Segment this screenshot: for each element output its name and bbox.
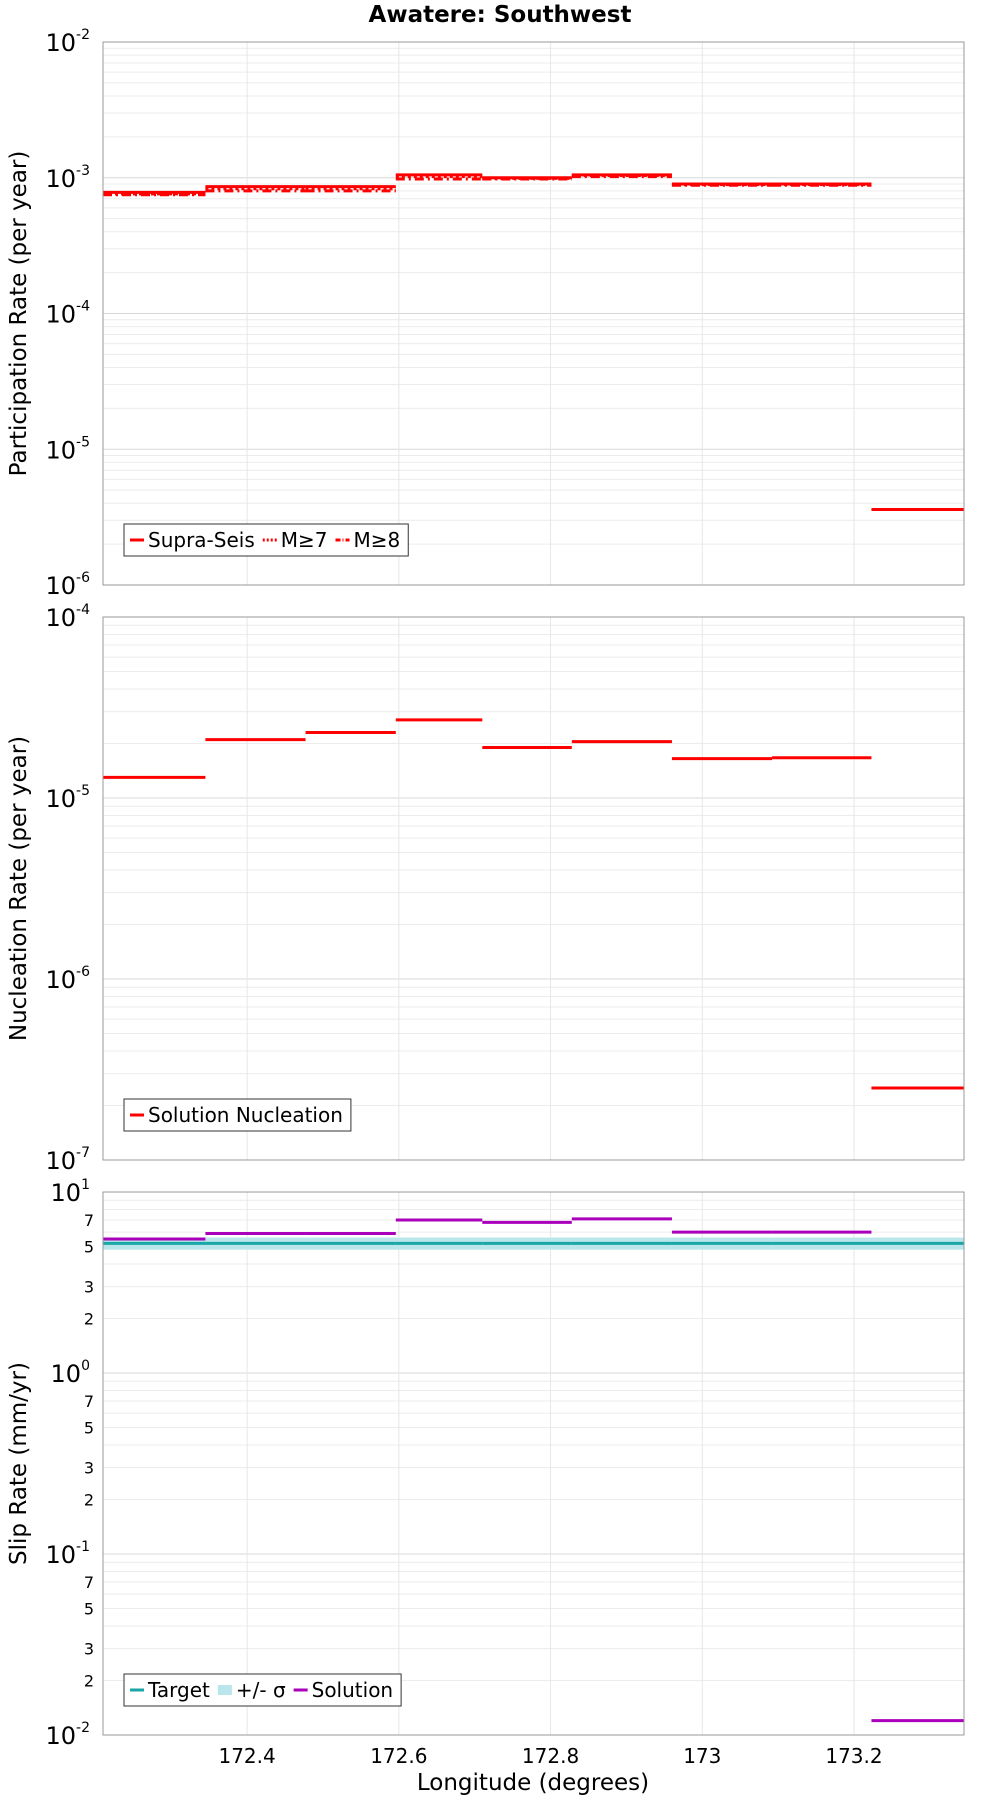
legend-label: +/- σ <box>236 1678 286 1702</box>
y-axis-label: Participation Rate (per year) <box>6 151 32 477</box>
y-axis-label: Nucleation Rate (per year) <box>6 736 32 1041</box>
y-tick-base: 10 <box>45 165 76 193</box>
y-tick-exponent: -2 <box>76 27 90 43</box>
y-minor-tick-label: 3 <box>84 1278 94 1297</box>
y-tick-label: 10-5 <box>45 434 90 464</box>
legend-box <box>123 1098 352 1132</box>
y-tick-base: 10 <box>45 604 76 632</box>
y-minor-tick-label: 2 <box>84 1672 94 1691</box>
y-tick-label: 10-3 <box>45 163 90 193</box>
plot-frame <box>102 41 965 586</box>
y-tick-base: 10 <box>45 785 76 813</box>
y-tick-label: 10-5 <box>45 783 90 813</box>
y-minor-tick-label: 7 <box>84 1392 94 1411</box>
y-tick-label: 100 <box>51 1358 90 1388</box>
y-minor-tick-label: 3 <box>84 1459 94 1478</box>
y-tick-label: 10-7 <box>45 1145 90 1175</box>
y-tick-exponent: -4 <box>76 602 90 618</box>
y-minor-tick-label: 2 <box>84 1310 94 1329</box>
y-tick-base: 10 <box>51 1360 82 1388</box>
y-tick-exponent: -4 <box>76 299 90 315</box>
y-tick-label: 10-6 <box>45 964 90 994</box>
y-tick-label: 10-2 <box>45 1720 90 1750</box>
legend: Solution Nucleation <box>123 1098 352 1132</box>
x-tick-label: 172.8 <box>522 1744 579 1768</box>
x-tick-label: 173.2 <box>825 1744 882 1768</box>
y-tick-label: 10-4 <box>45 602 90 632</box>
y-tick-label: 10-1 <box>45 1539 90 1569</box>
legend-label: Solution Nucleation <box>148 1103 343 1127</box>
y-minor-tick-label: 2 <box>84 1491 94 1510</box>
legend: Target +/- σ Solution <box>123 1673 402 1707</box>
y-tick-base: 10 <box>45 966 76 994</box>
y-axis-label: Slip Rate (mm/yr) <box>6 1362 32 1565</box>
y-tick-exponent: -1 <box>76 1539 90 1555</box>
y-tick-exponent: 1 <box>81 1177 90 1193</box>
y-tick-base: 10 <box>45 572 76 600</box>
y-tick-exponent: -5 <box>76 434 90 450</box>
legend: Supra-Seis M≥7 M≥8 <box>123 523 409 557</box>
y-tick-label: 10-2 <box>45 27 90 57</box>
y-tick-exponent: 0 <box>81 1358 90 1374</box>
y-minor-tick-label: 5 <box>84 1418 94 1437</box>
legend-box <box>123 1673 402 1707</box>
plot-frame <box>102 616 965 1161</box>
chart-title: Awatere: Southwest <box>369 2 632 28</box>
y-tick-base: 10 <box>45 1541 76 1569</box>
legend-label: M≥7 <box>281 528 328 552</box>
legend-label: Supra-Seis <box>148 528 255 552</box>
y-minor-tick-label: 3 <box>84 1640 94 1659</box>
x-axis-label: Longitude (degrees) <box>417 1770 649 1796</box>
y-tick-exponent: -6 <box>76 570 90 586</box>
y-tick-exponent: -5 <box>76 783 90 799</box>
x-tick-label: 173 <box>683 1744 721 1768</box>
plot-frame <box>102 1191 965 1736</box>
y-tick-base: 10 <box>51 1179 82 1207</box>
y-tick-exponent: -3 <box>76 163 90 179</box>
y-tick-base: 10 <box>45 436 76 464</box>
y-tick-label: 101 <box>51 1177 90 1207</box>
y-tick-exponent: -2 <box>76 1720 90 1736</box>
legend-label: Solution <box>312 1678 393 1702</box>
x-tick-label: 172.6 <box>370 1744 427 1768</box>
y-minor-tick-label: 7 <box>84 1211 94 1230</box>
x-tick-label: 172.4 <box>218 1744 275 1768</box>
y-minor-tick-label: 7 <box>84 1573 94 1592</box>
legend-swatch <box>217 1685 232 1695</box>
legend-box <box>123 523 409 557</box>
y-minor-tick-label: 5 <box>84 1237 94 1256</box>
y-tick-base: 10 <box>45 29 76 57</box>
y-tick-exponent: -7 <box>76 1145 90 1161</box>
y-tick-base: 10 <box>45 1147 76 1175</box>
y-tick-label: 10-4 <box>45 299 90 329</box>
legend-label: Target <box>147 1678 210 1702</box>
legend-label: M≥8 <box>354 528 401 552</box>
y-minor-tick-label: 5 <box>84 1599 94 1618</box>
y-tick-label: 10-6 <box>45 570 90 600</box>
y-tick-base: 10 <box>45 301 76 329</box>
y-tick-exponent: -6 <box>76 964 90 980</box>
y-tick-base: 10 <box>45 1722 76 1750</box>
